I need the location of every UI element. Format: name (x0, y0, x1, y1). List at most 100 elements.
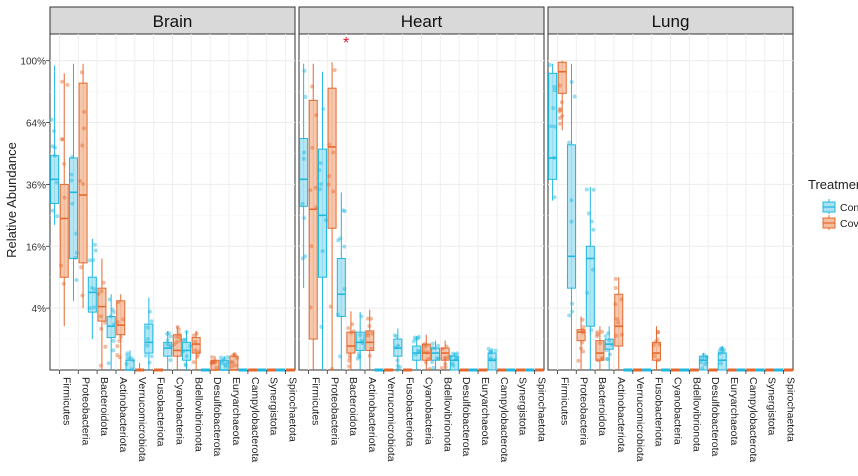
data-point (603, 334, 608, 339)
data-point (329, 367, 334, 372)
data-point (355, 356, 360, 361)
box-covid-verrucomicrobiota (384, 368, 394, 372)
data-point (78, 179, 83, 184)
x-tick-label: Desulfobacterota (211, 377, 223, 457)
data-point (331, 189, 336, 194)
data-point (223, 364, 228, 369)
data-point (360, 340, 365, 345)
data-point (82, 109, 87, 114)
x-tick-label: Actinobacteriota (366, 377, 378, 452)
data-point (367, 353, 372, 358)
box-control-campylobacterota (736, 368, 746, 372)
data-point (302, 150, 307, 155)
data-point (166, 331, 171, 336)
box-covid-campylobacterota (497, 368, 507, 372)
box-control-proteobacteria (68, 63, 79, 301)
x-tick-label: Campylobacterota (498, 377, 510, 462)
data-point (451, 351, 456, 356)
data-point (444, 344, 449, 349)
data-point (432, 346, 437, 351)
data-point (552, 195, 557, 200)
data-point (578, 346, 583, 351)
data-point (560, 113, 565, 118)
data-point (547, 63, 552, 68)
data-point (62, 161, 67, 166)
data-point (318, 187, 323, 192)
data-point (220, 358, 225, 363)
box-iqr (421, 343, 431, 361)
data-point (73, 255, 78, 260)
box-control-firmicutes (299, 63, 309, 289)
data-point (430, 345, 435, 350)
data-point (147, 360, 152, 365)
data-point (145, 343, 150, 348)
data-point (321, 106, 326, 111)
data-point (54, 180, 59, 185)
panel-title: Heart (401, 12, 443, 31)
box-control-bdellovibrionota (430, 340, 441, 370)
data-point (704, 354, 709, 359)
data-point (79, 265, 84, 270)
data-point (320, 249, 325, 254)
box-covid-cyanobacteria (172, 325, 183, 370)
panel-strip (547, 6, 794, 35)
data-point (60, 137, 65, 142)
data-point (454, 356, 459, 361)
legend-label: Control (840, 202, 858, 214)
box-covid-euryarchaeota (727, 368, 737, 372)
data-point (488, 349, 493, 354)
data-point (59, 263, 64, 268)
data-point (416, 349, 421, 354)
data-point (187, 344, 192, 349)
box-control-desulfobacterota (448, 351, 460, 371)
y-tick-label: 4% (32, 304, 47, 315)
data-point (653, 339, 658, 344)
data-point (175, 325, 180, 330)
data-point (652, 354, 657, 359)
box-covid-fusobacteriota (651, 326, 662, 370)
data-point (111, 310, 116, 315)
data-point (439, 366, 444, 371)
x-tick-label: Fusobacteriota (155, 377, 167, 447)
box-control-euryarchaeota (218, 355, 230, 371)
data-point (194, 331, 199, 336)
data-point (347, 364, 352, 369)
data-point (168, 344, 173, 349)
data-point (93, 248, 98, 253)
y-tick-label: 36% (26, 180, 46, 191)
data-point (233, 363, 238, 368)
box-control-euryarchaeota (468, 368, 478, 372)
data-point (231, 353, 236, 358)
data-point (446, 354, 451, 359)
data-point (589, 219, 594, 224)
data-point (352, 329, 357, 334)
box-iqr (327, 87, 337, 229)
data-point (70, 154, 75, 159)
box-iqr (355, 331, 365, 351)
data-point (218, 355, 223, 360)
data-point (115, 344, 120, 349)
data-point (396, 343, 401, 348)
data-point (79, 70, 84, 75)
legend-entry-covid: Covid (822, 215, 858, 230)
data-point (328, 304, 333, 309)
data-point (430, 360, 435, 365)
data-point (615, 317, 620, 322)
data-point (309, 244, 314, 249)
data-point (110, 307, 115, 312)
box-control-actinobacteriota (355, 312, 365, 370)
data-point (488, 356, 493, 361)
box-control-actinobacteriota (106, 294, 116, 370)
data-point (435, 356, 440, 361)
data-point (426, 356, 431, 361)
data-point (698, 360, 703, 365)
data-point (232, 351, 237, 356)
data-point (129, 356, 134, 361)
data-point (147, 309, 152, 314)
box-iqr (191, 337, 201, 354)
data-point (80, 143, 85, 148)
data-point (616, 320, 621, 325)
data-point (335, 312, 340, 317)
data-point (193, 339, 198, 344)
data-point (300, 256, 305, 261)
